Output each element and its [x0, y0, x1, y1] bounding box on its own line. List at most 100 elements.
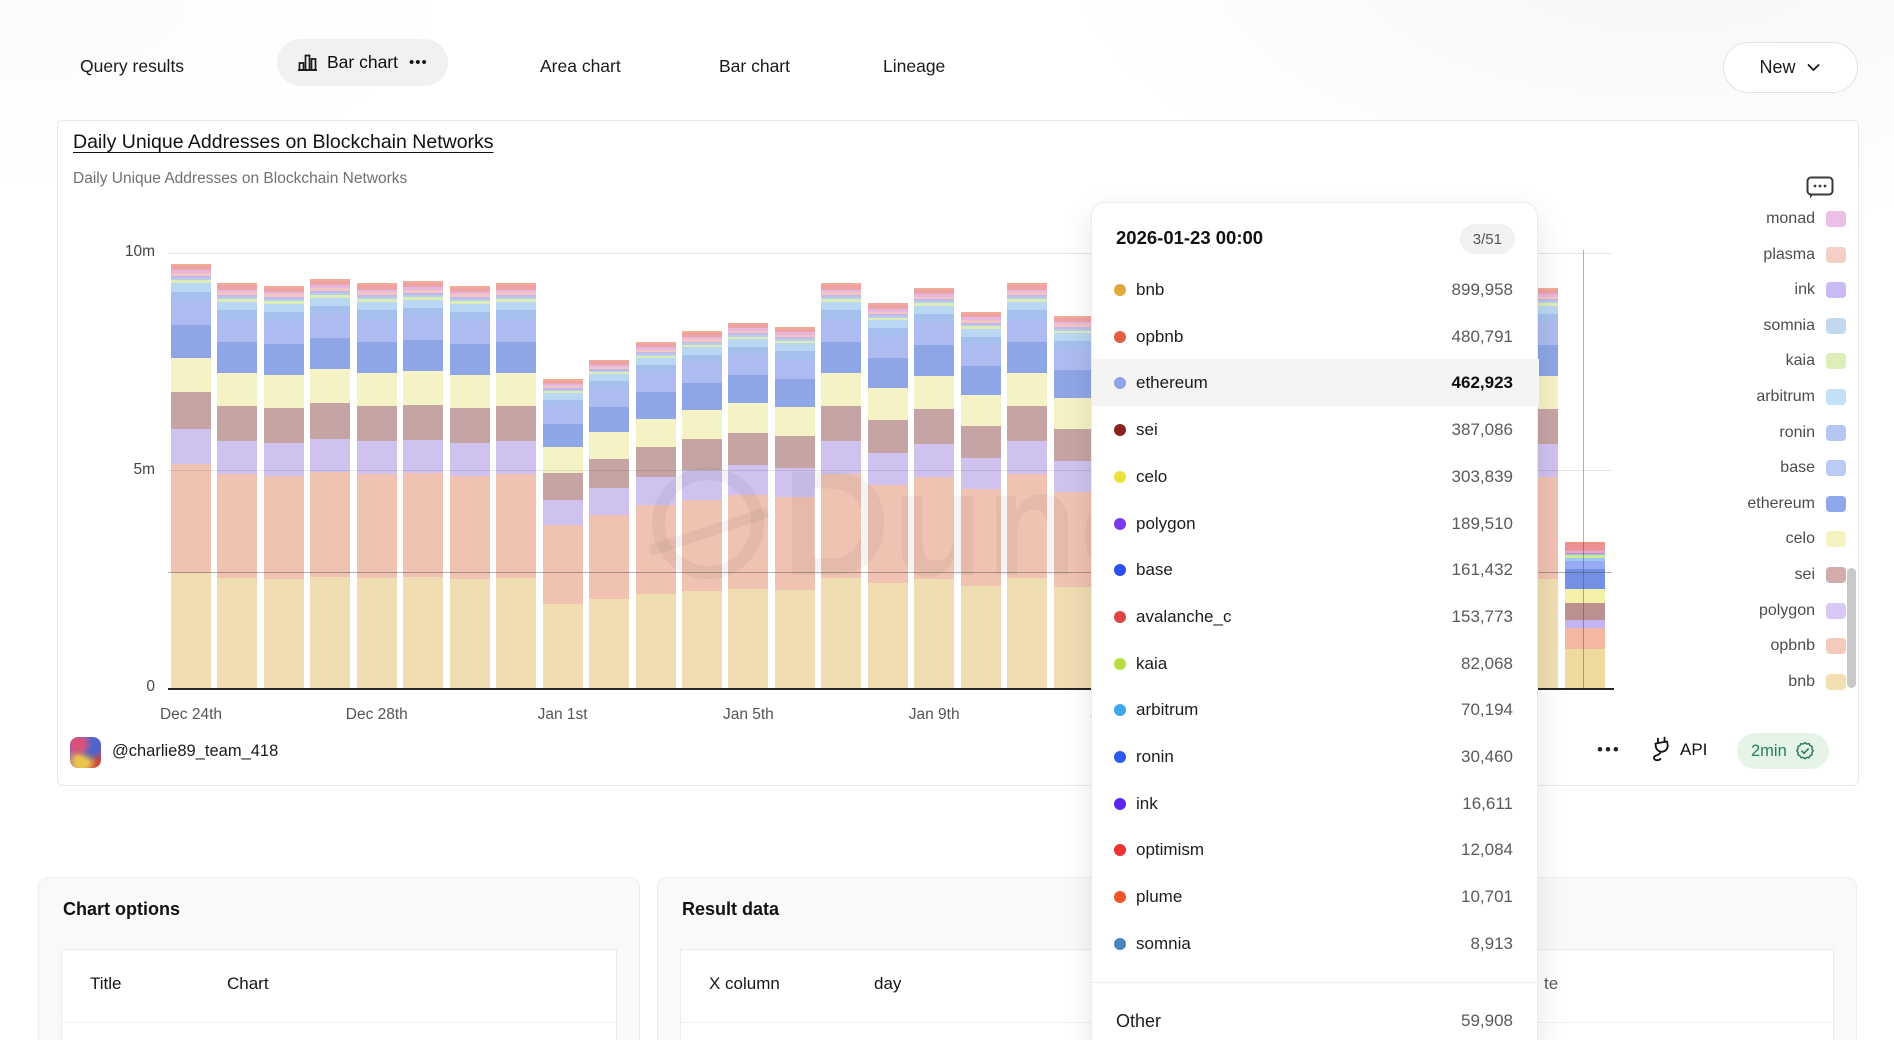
bar-segment-ink [449, 297, 490, 300]
chart-options-row-title[interactable]: Title Chart [62, 950, 616, 1023]
legend-item-monad[interactable]: monad [1766, 206, 1846, 232]
legend-item-arbitrum[interactable]: arbitrum [1756, 384, 1846, 410]
bar-segment-polygon [542, 499, 583, 525]
series-value: 153,773 [1451, 606, 1513, 626]
tooltip-row-ethereum: ethereum 462,923 [1114, 363, 1513, 403]
row-value[interactable]: day [874, 974, 902, 993]
bar-segment-celo [217, 372, 258, 407]
bar-segment-somnia [449, 299, 490, 302]
bar-segment-somnia [171, 278, 211, 281]
bar-segment-arbitrum [914, 305, 955, 315]
bar-segment-kaia [681, 345, 722, 348]
bar-segment-ronin [1518, 314, 1559, 324]
bar-segment-opbnb [728, 495, 769, 589]
legend-label: monad [1766, 210, 1815, 227]
bar-segment-sei [263, 407, 304, 443]
legend-item-opbnb[interactable]: opbnb [1771, 633, 1846, 659]
bar-segment-plume [171, 263, 211, 266]
refresh-badge-label: 2min [1751, 741, 1787, 760]
legend-scrollbar[interactable] [1847, 568, 1856, 688]
bar-segment-monad [589, 364, 630, 367]
new-button[interactable]: New [1723, 42, 1858, 93]
bar-segment-base [821, 319, 862, 342]
legend-item-bnb[interactable]: bnb [1788, 669, 1846, 695]
bar-segment-plasma [1053, 324, 1094, 327]
tooltip-highlight-band [1092, 359, 1539, 407]
tab-bar-chart-2[interactable]: Bar chart [719, 56, 790, 76]
bar-segment-arbitrum [635, 357, 676, 365]
bar-segment-kaia [635, 355, 676, 358]
legend-label: kaia [1785, 352, 1815, 370]
bar-segment-arbitrum [821, 301, 862, 311]
bar-segment-celo [1564, 589, 1605, 603]
series-dot [1114, 610, 1126, 623]
legend-item-ronin[interactable]: ronin [1779, 420, 1846, 446]
bar-segment-monad [171, 270, 211, 274]
avatar[interactable] [70, 737, 101, 768]
bar-segment-base [217, 319, 258, 342]
bar-segment-celo [867, 388, 908, 420]
api-button[interactable]: API [1650, 736, 1707, 763]
author-handle[interactable]: @charlie89_team_418 [112, 742, 279, 760]
tab-bar-chart-active[interactable]: Bar chart ••• [277, 39, 448, 86]
legend-item-somnia[interactable]: somnia [1763, 313, 1846, 339]
bar-segment-sei [1007, 406, 1048, 442]
bar-segment-monad [1564, 549, 1605, 552]
legend-item-ink[interactable]: ink [1795, 277, 1846, 303]
bar-segment-sei [867, 419, 908, 454]
more-options-button[interactable]: ••• [1597, 740, 1621, 759]
bar-segment-opbnb [681, 499, 722, 591]
hidden-panel-row[interactable]: te [1300, 950, 1833, 1023]
bar-segment-ink [635, 352, 676, 354]
result-data-row-xcolumn[interactable]: X column day [681, 950, 1235, 1023]
legend-item-kaia[interactable]: kaia [1786, 348, 1846, 374]
row-value-fragment: te [1544, 974, 1559, 993]
series-dot [1114, 797, 1126, 810]
legend-label: celo [1785, 530, 1815, 548]
chart-title-link[interactable]: Daily Unique Addresses on Blockchain Net… [73, 131, 494, 153]
legend-swatch [1826, 602, 1846, 619]
legend-item-plasma[interactable]: plasma [1763, 242, 1846, 268]
tab-area-chart[interactable]: Area chart [540, 56, 621, 76]
bar-segment-opbnb [960, 489, 1001, 586]
series-dot [1114, 470, 1126, 483]
bar-segment-optimism [867, 304, 908, 307]
tooltip-row-polygon: polygon 189,510 [1114, 504, 1513, 544]
bar-segment-sei [821, 406, 862, 442]
bar-segment-avalanche_c [635, 345, 676, 348]
series-name: bnb [1136, 280, 1165, 299]
refresh-badge[interactable]: 2min [1737, 733, 1829, 769]
legend-item-polygon[interactable]: polygon [1759, 598, 1846, 624]
legend-item-ethereum[interactable]: ethereum [1747, 491, 1846, 517]
tab-bar-chart-label: Bar chart [327, 52, 398, 72]
legend-item-celo[interactable]: celo [1786, 526, 1846, 552]
bar-segment-kaia [496, 299, 537, 302]
row-value[interactable]: Chart [227, 974, 269, 993]
bar-segment-ethereum [449, 343, 490, 375]
bar-segment-bnb [449, 578, 490, 688]
tab-options-menu[interactable]: ••• [409, 54, 428, 71]
bar-segment-kaia [542, 391, 583, 394]
tab-lineage[interactable]: Lineage [883, 56, 946, 76]
bar-segment-avalanche_c [496, 287, 537, 290]
bar-segment-celo [403, 371, 444, 405]
bar-segment-kaia [171, 280, 211, 283]
new-button-label: New [1759, 57, 1796, 77]
bar-segment-avalanche_c [1518, 291, 1559, 294]
legend-item-base[interactable]: base [1780, 455, 1846, 481]
bar-segment-plume [217, 283, 258, 286]
bar-segment-opbnb [635, 505, 676, 594]
tooltip-row-plume: plume 10,701 [1114, 877, 1513, 917]
bar-segment-kaia [263, 301, 304, 304]
tab-query-results[interactable]: Query results [80, 56, 185, 76]
bar-segment-monad [914, 293, 955, 297]
series-value: 899,958 [1451, 280, 1513, 299]
bar-segment-arbitrum [589, 374, 630, 382]
bar-segment-celo [496, 372, 537, 407]
series-value: 10,701 [1461, 887, 1513, 907]
bar-segment-polygon [867, 453, 908, 485]
x-tick: Dec 24th [159, 706, 223, 723]
legend-item-sei[interactable]: sei [1795, 562, 1846, 588]
comment-icon[interactable] [1806, 176, 1834, 200]
